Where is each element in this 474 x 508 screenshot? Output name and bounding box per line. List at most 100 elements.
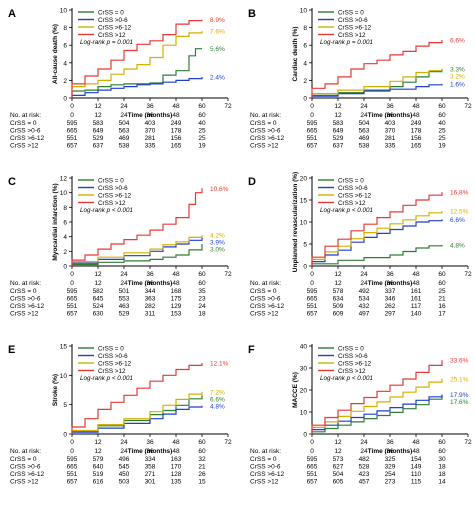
- y-axis-label: Myocardial infarction (%): [52, 183, 59, 260]
- risk-table-cell: 595: [67, 288, 78, 295]
- risk-table-cell: 40: [198, 120, 206, 127]
- risk-table-cell: 573: [333, 456, 344, 463]
- risk-table-time: 48: [172, 280, 180, 287]
- risk-table-cell: 325: [385, 456, 396, 463]
- risk-table-row-label: CrSS >12: [250, 479, 279, 486]
- y-tick-label: 4: [303, 60, 307, 67]
- risk-table-cell: 25: [198, 135, 206, 142]
- risk-table-cell: 40: [438, 120, 446, 127]
- risk-table-row-label: CrSS >12: [250, 311, 279, 318]
- series-line-3: [311, 360, 443, 434]
- risk-table-time: 36: [146, 112, 154, 119]
- legend-entry: CrSS >0-6: [98, 353, 128, 360]
- legend-entry: CrSS >0-6: [98, 185, 128, 192]
- risk-table-cell: 538: [359, 143, 370, 150]
- risk-table-row-label: CrSS >12: [10, 143, 39, 150]
- risk-table-time: 48: [412, 280, 420, 287]
- panel-letter: F: [248, 344, 255, 356]
- risk-table-cell: 482: [359, 456, 370, 463]
- series-line-2: [71, 391, 203, 434]
- risk-table-cell: 579: [93, 456, 104, 463]
- risk-table-row-label: CrSS >12: [10, 311, 39, 318]
- legend-entry: CrSS = 0: [98, 9, 124, 16]
- risk-table-cell: 335: [145, 143, 156, 150]
- end-value-label: 16.8%: [450, 190, 469, 197]
- legend-entry: CrSS >0-6: [338, 353, 368, 360]
- risk-table-cell: 249: [171, 120, 182, 127]
- risk-table-row-label: CrSS >6-12: [250, 471, 285, 478]
- x-tick-label: 60: [198, 439, 206, 446]
- risk-table-time: 36: [386, 448, 394, 455]
- risk-table-cell: 262: [385, 303, 396, 310]
- y-tick-label: 6: [63, 220, 67, 227]
- y-tick-label: 2: [63, 249, 67, 256]
- legend-entry: CrSS = 0: [98, 345, 124, 352]
- risk-table-cell: 25: [438, 135, 446, 142]
- panel-f: F 0 10 20 30 40 0 12 24 36 48 60 72 Time (months) MACC…: [248, 344, 472, 486]
- risk-table-cell: 497: [359, 311, 370, 318]
- risk-table-cell: 135: [171, 479, 182, 486]
- risk-table-cell: 14: [438, 479, 446, 486]
- y-tick-label: 30: [300, 366, 308, 373]
- risk-table-cell: 496: [119, 456, 130, 463]
- risk-table-cell: 32: [198, 456, 206, 463]
- x-tick-label: 12: [334, 271, 342, 278]
- x-tick-label: 72: [464, 439, 472, 446]
- risk-table-cell: 657: [67, 479, 78, 486]
- panel-letter: D: [248, 176, 256, 188]
- risk-table-cell: 140: [411, 311, 422, 318]
- risk-table-cell: 161: [411, 288, 422, 295]
- risk-table-cell: 529: [93, 135, 104, 142]
- risk-table-row-label: CrSS >6-12: [10, 135, 45, 142]
- risk-table-row-label: CrSS >0-6: [250, 464, 281, 471]
- legend-entry: CrSS = 0: [338, 345, 364, 352]
- end-value-label: 4.2%: [210, 233, 225, 240]
- risk-table-cell: 553: [119, 296, 130, 303]
- risk-table-time: 60: [198, 448, 206, 455]
- risk-table-cell: 583: [93, 120, 104, 127]
- risk-table-cell: 282: [145, 303, 156, 310]
- x-tick-label: 60: [198, 103, 206, 110]
- y-tick-label: 2: [303, 78, 307, 85]
- risk-table-cell: 25: [438, 288, 446, 295]
- risk-table-time: 12: [94, 112, 102, 119]
- risk-table-time: 0: [310, 112, 314, 119]
- risk-table-cell: 529: [333, 135, 344, 142]
- y-tick-label: 10: [60, 373, 68, 380]
- x-axis-label: Time (months): [128, 448, 173, 455]
- y-tick-label: 10: [300, 220, 308, 227]
- risk-table-cell: 163: [171, 456, 182, 463]
- risk-table-row-label: CrSS >0-6: [10, 464, 41, 471]
- risk-table-cell: 154: [411, 456, 422, 463]
- risk-table-cell: 25: [438, 128, 446, 135]
- risk-table-cell: 30: [438, 456, 446, 463]
- risk-table-cell: 403: [385, 120, 396, 127]
- x-tick-label: 48: [412, 439, 420, 446]
- risk-table-title: No. at risk:: [10, 112, 41, 119]
- y-tick-label: 5: [63, 402, 67, 409]
- series-line-2: [71, 235, 203, 266]
- risk-table-time: 36: [386, 112, 394, 119]
- risk-table-cell: 640: [93, 464, 104, 471]
- x-tick-label: 60: [438, 271, 446, 278]
- x-axis-label: Time (months): [368, 112, 413, 119]
- risk-table-cell: 501: [119, 288, 130, 295]
- risk-table-cell: 23: [198, 296, 206, 303]
- log-rank-annotation: Log-rank p < 0.001: [320, 375, 373, 382]
- risk-table-cell: 165: [171, 143, 182, 150]
- risk-table-cell: 563: [119, 128, 130, 135]
- legend-entry: CrSS >12: [98, 200, 126, 207]
- series-line-0: [311, 244, 443, 266]
- series-line-0: [71, 48, 202, 98]
- risk-table-row-label: CrSS = 0: [10, 456, 37, 463]
- risk-table-cell: 271: [145, 471, 156, 478]
- end-value-label: 2.4%: [210, 74, 225, 81]
- risk-table-cell: 595: [307, 288, 318, 295]
- risk-table-title: No. at risk:: [250, 112, 281, 119]
- x-tick-label: 12: [94, 103, 102, 110]
- risk-table-cell: 463: [119, 303, 130, 310]
- risk-table-cell: 563: [359, 128, 370, 135]
- risk-table-time: 60: [438, 112, 446, 119]
